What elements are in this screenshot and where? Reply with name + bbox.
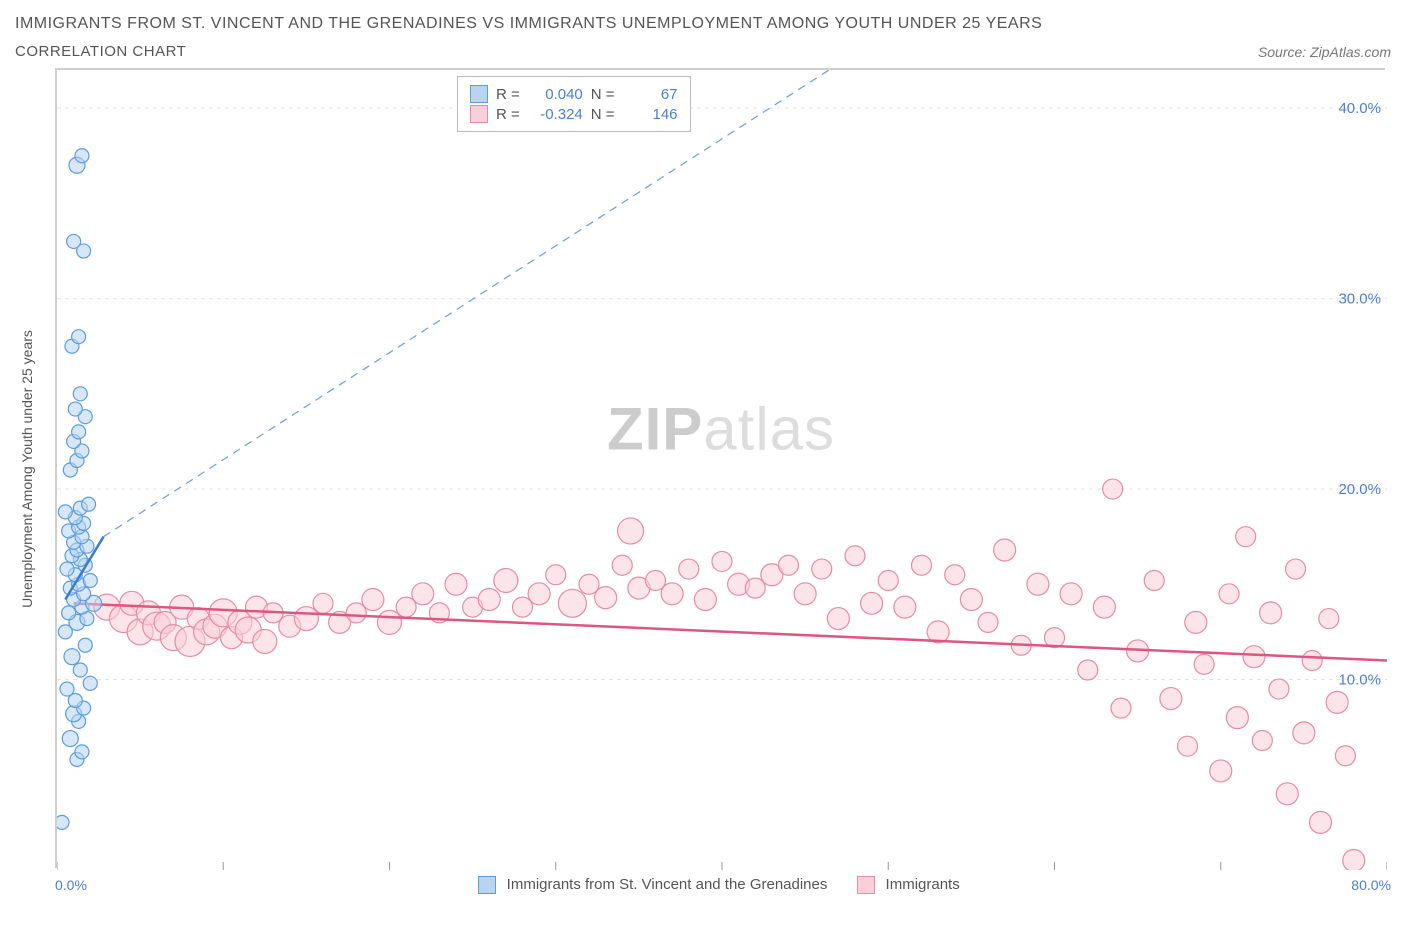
svg-text:20.0%: 20.0%	[1338, 481, 1381, 498]
bottom-legend: 0.0% Immigrants from St. Vincent and the…	[15, 876, 1391, 894]
scatter-chart: 10.0% 20.0% 30.0% 40.0%	[57, 70, 1387, 870]
svg-text:30.0%: 30.0%	[1338, 291, 1381, 308]
legend-label-2: Immigrants	[886, 876, 960, 893]
x-min-label: 0.0%	[55, 877, 87, 893]
stats-box: R =0.040N =67R =-0.324N =146	[457, 76, 691, 132]
swatch-1	[478, 876, 496, 894]
chart-subtitle: CORRELATION CHART	[15, 43, 186, 60]
chart-container: Unemployment Among Youth under 25 years …	[55, 68, 1385, 868]
legend-item-2: Immigrants	[857, 876, 959, 894]
legend-item-1: Immigrants from St. Vincent and the Gren…	[478, 876, 827, 894]
x-max-label: 80.0%	[1351, 877, 1391, 893]
legend-label-1: Immigrants from St. Vincent and the Gren…	[507, 876, 828, 893]
legend-series: Immigrants from St. Vincent and the Gren…	[478, 876, 959, 894]
chart-title: IMMIGRANTS FROM ST. VINCENT AND THE GREN…	[15, 15, 1391, 33]
subtitle-row: CORRELATION CHART Source: ZipAtlas.com	[15, 43, 1391, 60]
svg-text:40.0%: 40.0%	[1338, 100, 1381, 117]
y-axis-label: Unemployment Among Youth under 25 years	[19, 330, 35, 608]
svg-text:10.0%: 10.0%	[1338, 672, 1381, 689]
swatch-2	[857, 876, 875, 894]
source-label: Source: ZipAtlas.com	[1258, 44, 1391, 60]
